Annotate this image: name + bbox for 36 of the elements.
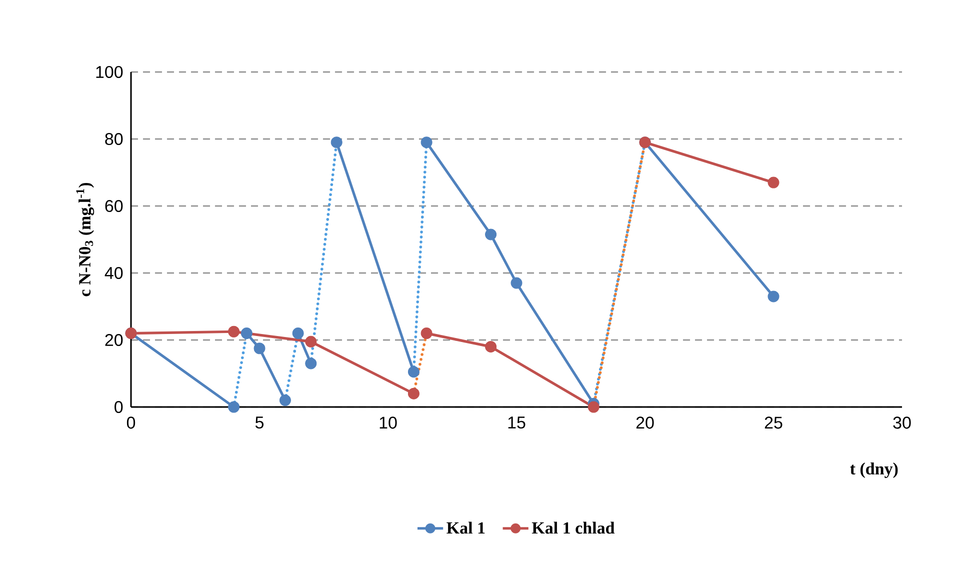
point xyxy=(228,326,240,338)
y-tick-label: 0 xyxy=(114,400,123,414)
y-tick-label: 40 xyxy=(104,266,123,280)
y-tick-label: 20 xyxy=(105,334,123,346)
point xyxy=(408,366,420,378)
x-tick-label: 25 xyxy=(764,416,782,429)
legend-label: Kal 1 chlad xyxy=(532,522,615,534)
point xyxy=(305,358,317,370)
point xyxy=(408,388,420,400)
point xyxy=(254,342,266,354)
x-axis-title: t (dny) xyxy=(850,462,898,478)
y-tick-label: 60 xyxy=(105,200,123,212)
point xyxy=(279,394,291,406)
y-tick-label: 80 xyxy=(105,132,123,146)
point xyxy=(768,176,780,188)
point xyxy=(420,328,432,340)
point xyxy=(420,136,432,148)
x-tick-label: 0 xyxy=(126,416,136,429)
point xyxy=(768,290,780,302)
point xyxy=(588,401,600,413)
y-tick-label: 100 xyxy=(96,66,123,78)
point xyxy=(305,336,317,348)
x-tick-label: 10 xyxy=(380,416,397,429)
x-tick-label: 5 xyxy=(255,416,264,429)
point xyxy=(510,277,522,289)
x-tick-label: 30 xyxy=(893,416,911,429)
x-tick-label: 15 xyxy=(508,416,526,429)
point xyxy=(240,328,252,340)
point xyxy=(330,136,342,148)
point xyxy=(485,340,497,352)
point xyxy=(292,328,304,340)
y-axis-title: c N-N0$_{3}$ (mg.l$^{-1}$) xyxy=(76,182,94,296)
point xyxy=(485,228,497,240)
point xyxy=(228,401,240,413)
x-tick-label: 20 xyxy=(636,416,654,429)
legend-label: Kal 1 xyxy=(446,522,485,534)
